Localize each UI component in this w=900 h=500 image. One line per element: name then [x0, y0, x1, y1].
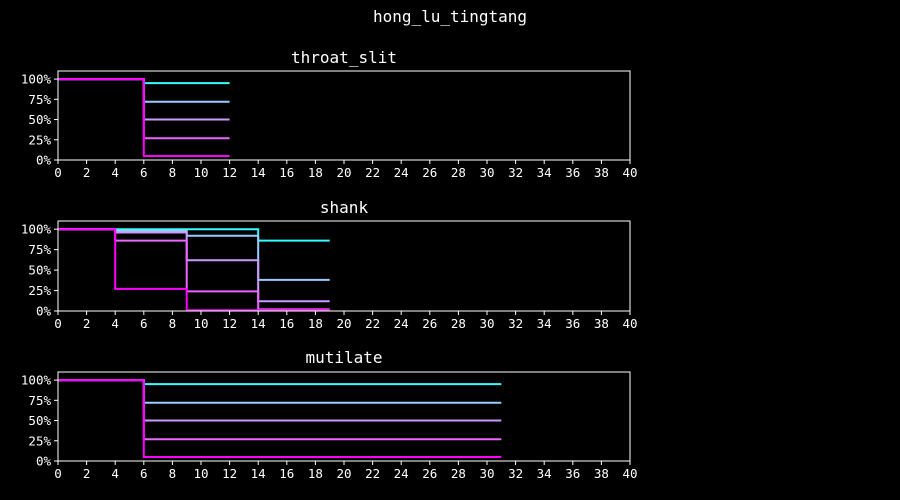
x-tick-label: 12: [222, 316, 237, 331]
x-tick-label: 34: [537, 466, 552, 481]
x-tick-label: 8: [169, 165, 177, 180]
x-tick-label: 6: [140, 316, 148, 331]
x-tick-label: 28: [451, 316, 466, 331]
series-line-5: [58, 228, 330, 312]
x-tick-label: 2: [83, 466, 91, 481]
y-tick-label: 25%: [28, 283, 51, 298]
x-tick-label: 32: [508, 316, 523, 331]
x-tick-label: 14: [251, 165, 266, 180]
x-tick-label: 12: [222, 466, 237, 481]
x-tick-label: 16: [279, 316, 294, 331]
y-tick-label: 50%: [28, 112, 51, 127]
y-tick-label: 25%: [28, 132, 51, 147]
x-tick-label: 26: [422, 316, 437, 331]
series-line-4: [58, 379, 502, 441]
y-tick-label: 75%: [28, 92, 51, 107]
x-tick-label: 40: [622, 316, 637, 331]
x-tick-label: 14: [251, 466, 266, 481]
x-tick-label: 30: [479, 165, 494, 180]
axes-frame: [57, 220, 631, 312]
x-tick-label: 38: [594, 466, 609, 481]
y-tick-label: 100%: [21, 72, 52, 87]
x-tick-label: 32: [508, 466, 523, 481]
x-tick-label: 8: [169, 466, 177, 481]
x-tick-label: 18: [308, 165, 323, 180]
x-tick-label: 2: [83, 316, 91, 331]
x-tick-label: 4: [111, 466, 119, 481]
x-tick-label: 34: [537, 165, 552, 180]
x-tick-label: 24: [394, 316, 409, 331]
x-tick-label: 20: [336, 466, 351, 481]
x-tick-label: 28: [451, 466, 466, 481]
x-tick-label: 28: [451, 165, 466, 180]
x-tick-label: 36: [565, 165, 580, 180]
y-tick-label: 0%: [36, 304, 52, 319]
y-tick-label: 25%: [28, 433, 51, 448]
panel-title: mutilate: [305, 348, 382, 367]
x-tick-label: 36: [565, 466, 580, 481]
x-tick-label: 24: [394, 165, 409, 180]
x-tick-label: 22: [365, 316, 380, 331]
series-line-3: [58, 379, 502, 422]
x-tick-label: 14: [251, 316, 266, 331]
x-tick-label: 10: [193, 165, 208, 180]
x-tick-label: 26: [422, 466, 437, 481]
x-tick-label: 12: [222, 165, 237, 180]
x-tick-label: 26: [422, 165, 437, 180]
x-tick-label: 18: [308, 466, 323, 481]
y-tick-label: 0%: [36, 454, 52, 469]
x-tick-label: 0: [54, 466, 62, 481]
x-tick-label: 6: [140, 165, 148, 180]
x-tick-label: 0: [54, 165, 62, 180]
x-tick-label: 32: [508, 165, 523, 180]
x-tick-label: 38: [594, 316, 609, 331]
x-tick-label: 20: [336, 165, 351, 180]
x-tick-label: 38: [594, 165, 609, 180]
x-tick-label: 30: [479, 316, 494, 331]
y-tick-label: 0%: [36, 153, 52, 168]
x-tick-label: 16: [279, 466, 294, 481]
x-tick-label: 22: [365, 466, 380, 481]
x-tick-label: 22: [365, 165, 380, 180]
x-tick-label: 16: [279, 165, 294, 180]
x-tick-label: 30: [479, 466, 494, 481]
x-tick-label: 6: [140, 466, 148, 481]
series-line-5: [58, 379, 502, 458]
x-tick-label: 36: [565, 316, 580, 331]
y-tick-label: 50%: [28, 413, 51, 428]
figure-title: hong_lu_tingtang: [372, 7, 528, 26]
panel-title: throat_slit: [291, 48, 397, 67]
x-tick-label: 4: [111, 316, 119, 331]
x-tick-label: 10: [193, 316, 208, 331]
x-tick-label: 18: [308, 316, 323, 331]
y-tick-label: 100%: [21, 373, 52, 388]
x-tick-label: 2: [83, 165, 91, 180]
y-tick-label: 100%: [21, 222, 52, 237]
x-tick-label: 4: [111, 165, 119, 180]
x-tick-label: 40: [622, 165, 637, 180]
series-line-1: [58, 228, 330, 242]
x-tick-label: 10: [193, 466, 208, 481]
x-tick-label: 40: [622, 466, 637, 481]
y-tick-label: 75%: [28, 242, 51, 257]
x-tick-label: 24: [394, 466, 409, 481]
y-tick-label: 50%: [28, 263, 51, 278]
x-tick-label: 8: [169, 316, 177, 331]
x-tick-label: 20: [336, 316, 351, 331]
series-line-2: [58, 228, 330, 281]
panel-title: shank: [320, 198, 369, 217]
x-tick-label: 34: [537, 316, 552, 331]
x-tick-label: 0: [54, 316, 62, 331]
y-tick-label: 75%: [28, 393, 51, 408]
series-line-5: [58, 78, 230, 157]
